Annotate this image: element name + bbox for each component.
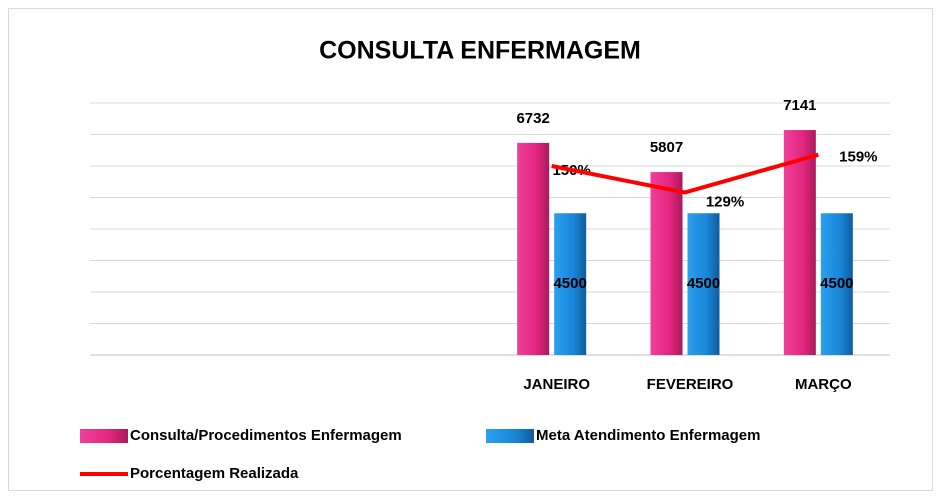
x-tick-label: MARÇO bbox=[795, 376, 852, 393]
bar bbox=[650, 172, 683, 355]
data-label: 4500 bbox=[553, 275, 586, 292]
data-label: 159% bbox=[839, 149, 877, 166]
bar bbox=[554, 213, 587, 355]
legend-swatch bbox=[486, 429, 534, 443]
bar bbox=[820, 213, 853, 355]
legend-swatch bbox=[80, 429, 128, 443]
chart-title: CONSULTA ENFERMAGEM bbox=[319, 37, 641, 65]
legend-label: Meta Atendimento Enfermagem bbox=[536, 427, 760, 444]
line-series bbox=[551, 152, 819, 195]
bar bbox=[783, 130, 816, 355]
data-label: 4500 bbox=[820, 275, 853, 292]
x-tick-label: FEVEREIRO bbox=[647, 376, 734, 393]
chart-border bbox=[8, 8, 933, 491]
x-tick-label: JANEIRO bbox=[523, 376, 590, 393]
bar bbox=[517, 142, 550, 355]
data-label: 5807 bbox=[650, 139, 683, 156]
data-label: 4500 bbox=[687, 275, 720, 292]
data-label: 6732 bbox=[516, 110, 549, 127]
legend-label: Porcentagem Realizada bbox=[130, 465, 299, 482]
data-label: 129% bbox=[706, 193, 744, 210]
bar bbox=[687, 213, 720, 355]
data-label: 7141 bbox=[783, 97, 816, 114]
legend-label: Consulta/Procedimentos Enfermagem bbox=[130, 427, 402, 444]
